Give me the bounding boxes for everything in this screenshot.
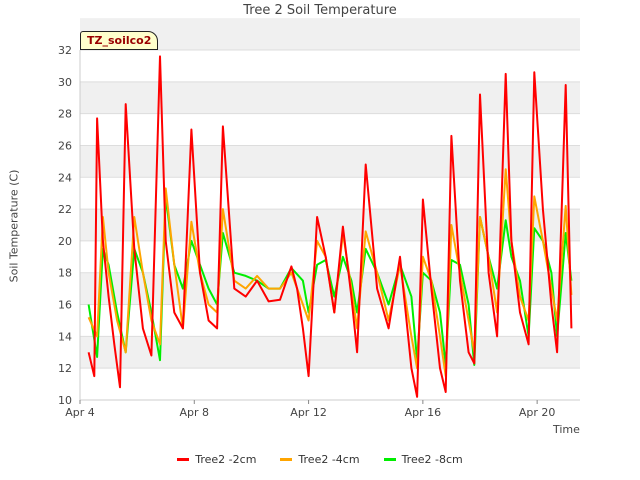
x-axis-label: Time bbox=[553, 423, 580, 436]
y-tick-label: 18 bbox=[58, 267, 72, 280]
series-line-tree2-2cm bbox=[87, 55, 573, 398]
legend-swatch-2cm bbox=[177, 458, 190, 461]
y-tick-label: 22 bbox=[58, 203, 72, 216]
y-tick-label: 26 bbox=[58, 139, 72, 152]
y-tick-label: 16 bbox=[58, 299, 72, 312]
y-tick-label: 28 bbox=[58, 108, 72, 121]
y-tick-label: 32 bbox=[58, 44, 72, 57]
series-lines bbox=[87, 55, 573, 398]
y-tick-label: 24 bbox=[58, 171, 72, 184]
x-tick-label: Apr 12 bbox=[290, 406, 327, 419]
legend-item-8cm: Tree2 -8cm bbox=[383, 453, 463, 466]
y-tick-label: 10 bbox=[58, 394, 72, 407]
grid-band bbox=[80, 336, 580, 369]
y-axis-ticks: 10 12 14 16 18 20 22 24 26 28 30 32 bbox=[58, 44, 72, 407]
x-tick-label: Apr 8 bbox=[180, 406, 210, 419]
legend-swatch-8cm bbox=[383, 458, 396, 461]
legend-label-8cm: Tree2 -8cm bbox=[401, 453, 463, 466]
x-tick-label: Apr 20 bbox=[519, 406, 556, 419]
y-tick-label: 12 bbox=[58, 362, 72, 375]
legend-swatch-4cm bbox=[280, 458, 293, 461]
y-tick-label: 30 bbox=[58, 76, 72, 89]
x-axis-ticks: Apr 4 Apr 8 Apr 12 Apr 16 Apr 20 bbox=[65, 400, 555, 419]
legend-item-4cm: Tree2 -4cm bbox=[280, 453, 360, 466]
annotation-badge: TZ_soilco2 bbox=[80, 31, 159, 50]
chart-title: Tree 2 Soil Temperature bbox=[243, 3, 397, 18]
legend: Tree2 -2cm Tree2 -4cm Tree2 -8cm bbox=[0, 453, 640, 466]
legend-label-2cm: Tree2 -2cm bbox=[195, 453, 257, 466]
x-tick-label: Apr 16 bbox=[405, 406, 442, 419]
y-tick-label: 14 bbox=[58, 330, 72, 343]
legend-label-4cm: Tree2 -4cm bbox=[298, 453, 360, 466]
x-tick-label: Apr 4 bbox=[65, 406, 95, 419]
legend-item-2cm: Tree2 -2cm bbox=[177, 453, 256, 466]
grid-band bbox=[80, 81, 580, 114]
grid-band bbox=[80, 18, 580, 50]
y-tick-label: 20 bbox=[58, 235, 72, 248]
y-axis-label: Soil Temperature (C) bbox=[7, 169, 21, 283]
